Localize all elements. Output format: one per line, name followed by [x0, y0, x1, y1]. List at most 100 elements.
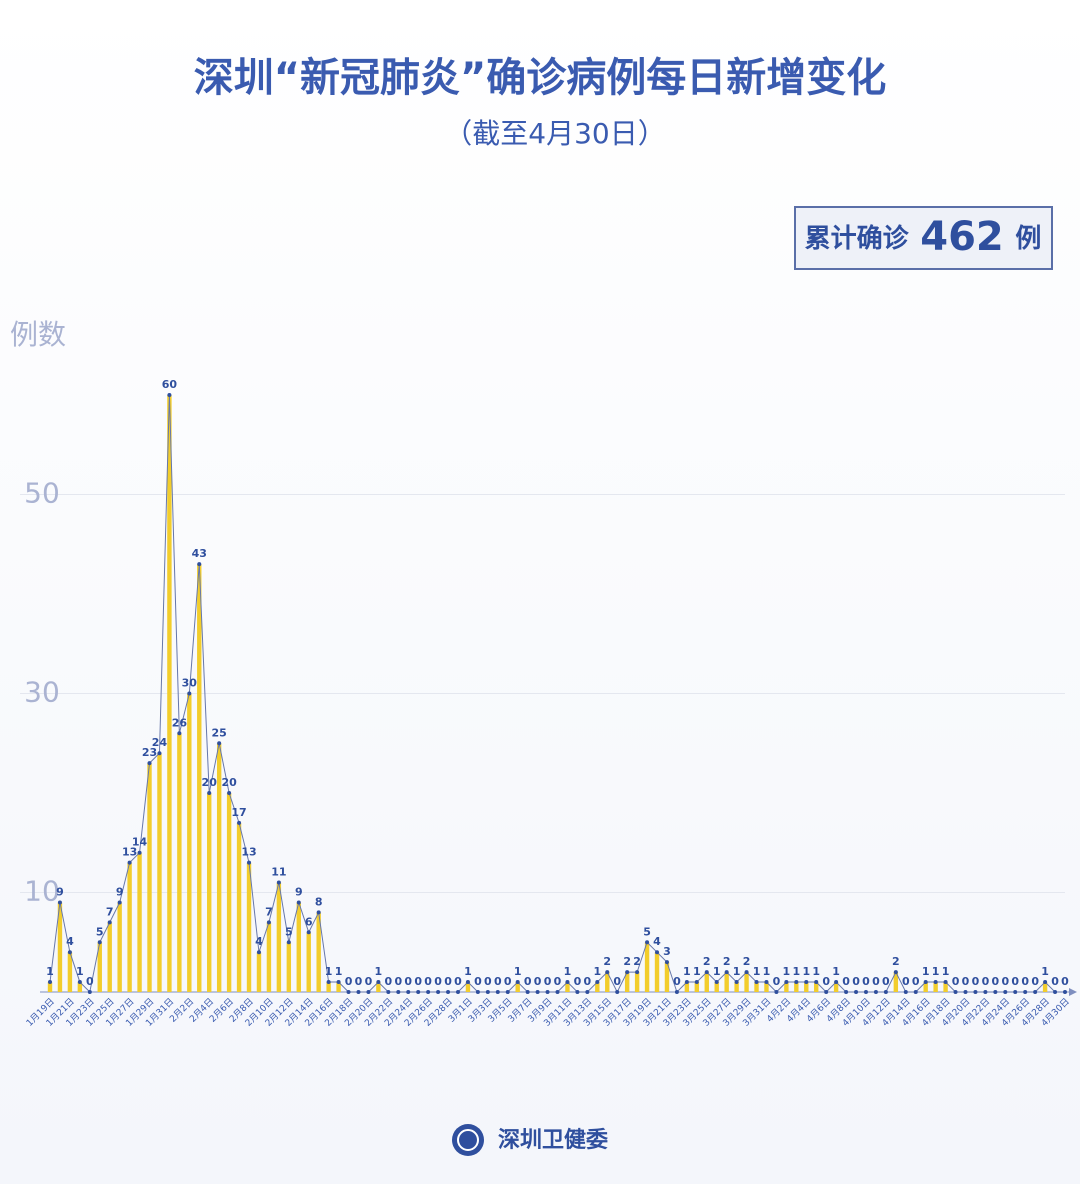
data-label: 0 — [773, 975, 781, 988]
data-point — [366, 990, 371, 994]
data-point — [306, 930, 311, 935]
data-label: 1 — [763, 965, 771, 978]
data-point — [1063, 990, 1067, 994]
data-label: 1 — [812, 965, 820, 978]
data-label: 13 — [241, 846, 256, 859]
data-label: 0 — [1011, 975, 1019, 988]
data-point — [48, 980, 52, 985]
bar — [197, 564, 202, 992]
data-point — [127, 860, 132, 865]
data-label: 1 — [733, 965, 741, 978]
bar — [167, 395, 172, 992]
data-label: 1 — [932, 965, 940, 978]
data-point — [694, 980, 699, 985]
y-tick-label: 10 — [24, 875, 60, 908]
bar — [734, 982, 739, 992]
data-point — [465, 980, 470, 985]
bar — [943, 982, 948, 992]
data-label: 1 — [753, 965, 761, 978]
data-point — [983, 990, 988, 994]
data-point — [187, 691, 192, 696]
data-point — [525, 990, 530, 994]
bar — [754, 982, 759, 992]
data-label: 2 — [723, 955, 731, 968]
data-label: 0 — [982, 975, 990, 988]
data-point — [645, 940, 650, 945]
data-point — [625, 970, 630, 975]
data-point — [326, 980, 331, 985]
data-label: 1 — [593, 965, 601, 978]
data-label: 0 — [385, 975, 393, 988]
data-point — [296, 900, 301, 905]
bar — [465, 982, 471, 992]
data-label: 1 — [783, 965, 791, 978]
data-label: 0 — [1051, 975, 1059, 988]
data-point — [386, 990, 391, 994]
data-point — [495, 990, 500, 994]
data-point — [137, 850, 142, 855]
data-label: 4 — [653, 935, 661, 948]
data-label: 0 — [86, 975, 94, 988]
data-point — [664, 960, 669, 965]
data-label: 0 — [444, 975, 452, 988]
bar — [256, 952, 262, 992]
data-label: 17 — [231, 806, 246, 819]
data-point — [117, 900, 122, 905]
bar — [515, 982, 520, 992]
bar — [684, 982, 690, 992]
bar — [694, 982, 700, 992]
data-point — [67, 950, 72, 955]
data-point — [107, 920, 112, 925]
data-label: 0 — [424, 975, 432, 988]
data-label: 0 — [1001, 975, 1009, 988]
data-point — [844, 990, 849, 994]
data-label: 0 — [414, 975, 422, 988]
data-label: 9 — [295, 885, 303, 898]
bar — [286, 942, 292, 992]
data-point — [217, 741, 222, 746]
data-label: 9 — [116, 885, 124, 898]
data-label: 5 — [96, 925, 104, 938]
data-point — [1023, 990, 1028, 994]
data-point — [1013, 990, 1018, 994]
data-label: 0 — [524, 975, 532, 988]
bar — [565, 982, 570, 992]
bar — [157, 753, 162, 992]
data-label: 1 — [335, 965, 343, 978]
bar — [246, 862, 252, 992]
bar — [137, 852, 142, 992]
data-point — [436, 990, 441, 994]
data-label: 2 — [703, 955, 711, 968]
data-point — [266, 920, 271, 925]
data-label: 0 — [902, 975, 910, 988]
bar — [216, 743, 222, 992]
data-label: 8 — [315, 895, 323, 908]
data-label: 1 — [325, 965, 333, 978]
data-point — [714, 980, 719, 985]
data-point — [973, 990, 978, 994]
data-label: 0 — [504, 975, 512, 988]
bar — [67, 952, 73, 992]
data-point — [674, 990, 679, 994]
bar — [833, 982, 839, 992]
data-point — [883, 990, 888, 994]
data-label: 6 — [305, 915, 313, 928]
data-label: 43 — [192, 547, 207, 560]
data-label: 0 — [992, 975, 1000, 988]
bar — [306, 932, 311, 992]
data-label: 0 — [494, 975, 502, 988]
source-logo-ring — [457, 1129, 479, 1151]
bar — [127, 862, 132, 992]
data-point — [376, 980, 381, 985]
chart-subtitle: （截至4月30日） — [444, 117, 665, 150]
data-label: 1 — [792, 965, 800, 978]
bar — [744, 972, 749, 992]
total-suffix: 例 — [1015, 224, 1041, 254]
data-label: 0 — [544, 975, 552, 988]
bar — [724, 972, 729, 992]
data-label: 1 — [564, 965, 572, 978]
data-point — [774, 990, 779, 994]
data-point — [684, 980, 689, 985]
bar — [57, 902, 63, 992]
data-label: 5 — [285, 925, 293, 938]
